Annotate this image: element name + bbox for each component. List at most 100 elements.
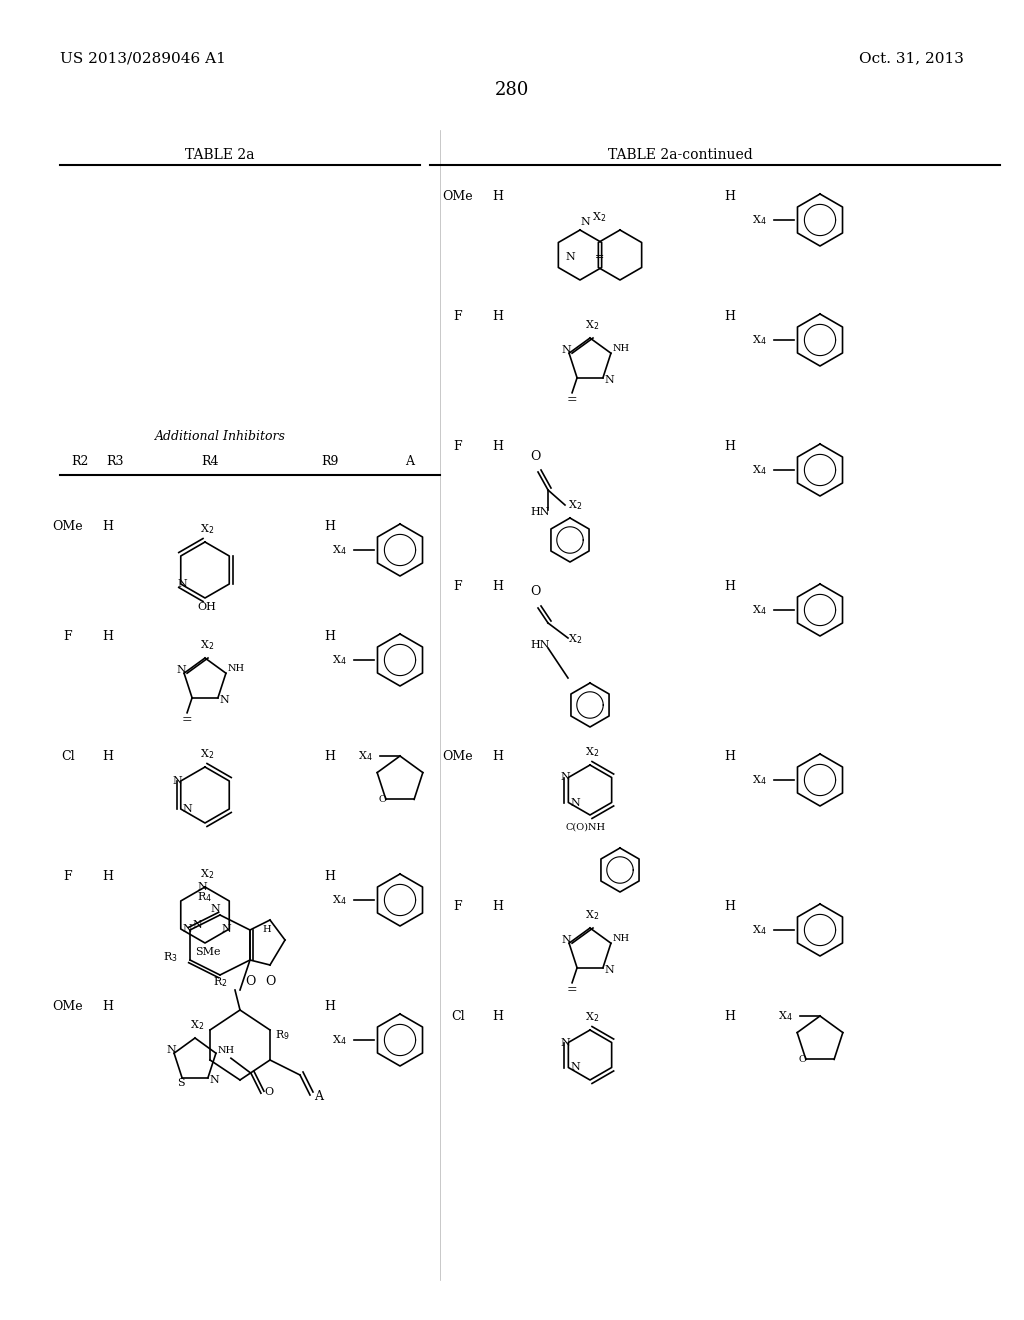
Text: R$_2$: R$_2$	[213, 975, 227, 989]
Text: X$_2$: X$_2$	[200, 867, 214, 880]
Text: H: H	[325, 870, 336, 883]
Text: OH: OH	[197, 602, 216, 612]
Text: H: H	[725, 579, 735, 593]
Text: N: N	[173, 776, 182, 785]
Text: F: F	[454, 579, 462, 593]
Text: NH: NH	[613, 935, 630, 944]
Text: O: O	[265, 975, 275, 987]
Text: US 2013/0289046 A1: US 2013/0289046 A1	[60, 51, 226, 65]
Text: X$_2$: X$_2$	[585, 744, 599, 759]
Text: X$_2$: X$_2$	[592, 210, 606, 224]
Text: H: H	[493, 750, 504, 763]
Text: X$_4$: X$_4$	[332, 653, 346, 667]
Text: X$_4$: X$_4$	[332, 894, 346, 907]
Text: X$_2$: X$_2$	[568, 498, 583, 512]
Text: N: N	[570, 797, 581, 808]
Text: H: H	[325, 750, 336, 763]
Text: X$_4$: X$_4$	[332, 543, 346, 557]
Text: A: A	[314, 1090, 323, 1104]
Text: X$_2$: X$_2$	[585, 1010, 599, 1024]
Text: C(O)NH: C(O)NH	[565, 822, 605, 832]
Text: O: O	[799, 1056, 807, 1064]
Text: N: N	[560, 772, 570, 783]
Text: X$_2$: X$_2$	[568, 632, 583, 645]
Text: H: H	[725, 900, 735, 913]
Text: =: =	[567, 393, 578, 405]
Text: F: F	[454, 310, 462, 323]
Text: X$_4$: X$_4$	[752, 333, 766, 347]
Text: X$_4$: X$_4$	[752, 213, 766, 227]
Text: N: N	[182, 924, 193, 935]
Text: R$_3$: R$_3$	[163, 950, 177, 964]
Text: Cl: Cl	[61, 750, 75, 763]
Text: H: H	[725, 1010, 735, 1023]
Text: O: O	[530, 450, 541, 463]
Text: O: O	[245, 975, 255, 987]
Text: X$_4$: X$_4$	[752, 923, 766, 937]
Text: R$_9$: R$_9$	[275, 1028, 290, 1041]
Text: H: H	[102, 1001, 114, 1012]
Text: H: H	[725, 310, 735, 323]
Text: S: S	[177, 1078, 184, 1088]
Text: X$_4$: X$_4$	[777, 1008, 793, 1023]
Text: NH: NH	[613, 345, 630, 354]
Text: O: O	[379, 796, 387, 804]
Text: Oct. 31, 2013: Oct. 31, 2013	[859, 51, 964, 65]
Text: F: F	[63, 630, 73, 643]
Text: R3: R3	[106, 455, 124, 469]
Text: N: N	[565, 252, 574, 261]
Text: N: N	[580, 216, 590, 227]
Text: N: N	[166, 1045, 176, 1055]
Text: OMe: OMe	[442, 750, 473, 763]
Text: H: H	[102, 750, 114, 763]
Text: N: N	[561, 346, 570, 355]
Text: N: N	[176, 665, 185, 676]
Text: X$_2$: X$_2$	[585, 908, 599, 921]
Text: O: O	[530, 585, 541, 598]
Text: OMe: OMe	[52, 520, 83, 533]
Text: H: H	[325, 520, 336, 533]
Text: H: H	[102, 630, 114, 643]
Text: N: N	[570, 1063, 581, 1072]
Text: HN: HN	[530, 640, 550, 649]
Text: R9: R9	[322, 455, 339, 469]
Text: H: H	[262, 925, 270, 935]
Text: H: H	[493, 190, 504, 203]
Text: NH: NH	[218, 1047, 236, 1055]
Text: H: H	[102, 520, 114, 533]
Text: R$_4$: R$_4$	[198, 890, 213, 904]
Text: X$_2$: X$_2$	[200, 638, 214, 652]
Text: H: H	[102, 870, 114, 883]
Text: H: H	[493, 310, 504, 323]
Text: H: H	[725, 440, 735, 453]
Text: H: H	[493, 900, 504, 913]
Text: N: N	[197, 882, 207, 892]
Text: F: F	[63, 870, 73, 883]
Text: F: F	[454, 440, 462, 453]
Text: H: H	[325, 630, 336, 643]
Text: X$_2$: X$_2$	[200, 521, 214, 536]
Text: H: H	[725, 750, 735, 763]
Text: H: H	[725, 190, 735, 203]
Text: X$_4$: X$_4$	[332, 1034, 346, 1047]
Text: H: H	[493, 440, 504, 453]
Text: X$_2$: X$_2$	[585, 318, 599, 331]
Text: H: H	[493, 1010, 504, 1023]
Text: =: =	[567, 983, 578, 995]
Text: OMe: OMe	[52, 1001, 83, 1012]
Text: TABLE 2a: TABLE 2a	[185, 148, 255, 162]
Text: N: N	[210, 904, 220, 913]
Text: N: N	[210, 1074, 220, 1085]
Text: A: A	[406, 455, 415, 469]
Text: H: H	[493, 579, 504, 593]
Text: N: N	[561, 935, 570, 945]
Text: 280: 280	[495, 81, 529, 99]
Text: X$_4$: X$_4$	[752, 774, 766, 787]
Text: X$_4$: X$_4$	[357, 750, 373, 763]
Text: N: N	[182, 804, 193, 814]
Text: N: N	[605, 965, 614, 974]
Text: O: O	[264, 1088, 273, 1097]
Text: Additional Inhibitors: Additional Inhibitors	[155, 430, 286, 444]
Text: N: N	[220, 694, 229, 705]
Text: X$_4$: X$_4$	[752, 603, 766, 616]
